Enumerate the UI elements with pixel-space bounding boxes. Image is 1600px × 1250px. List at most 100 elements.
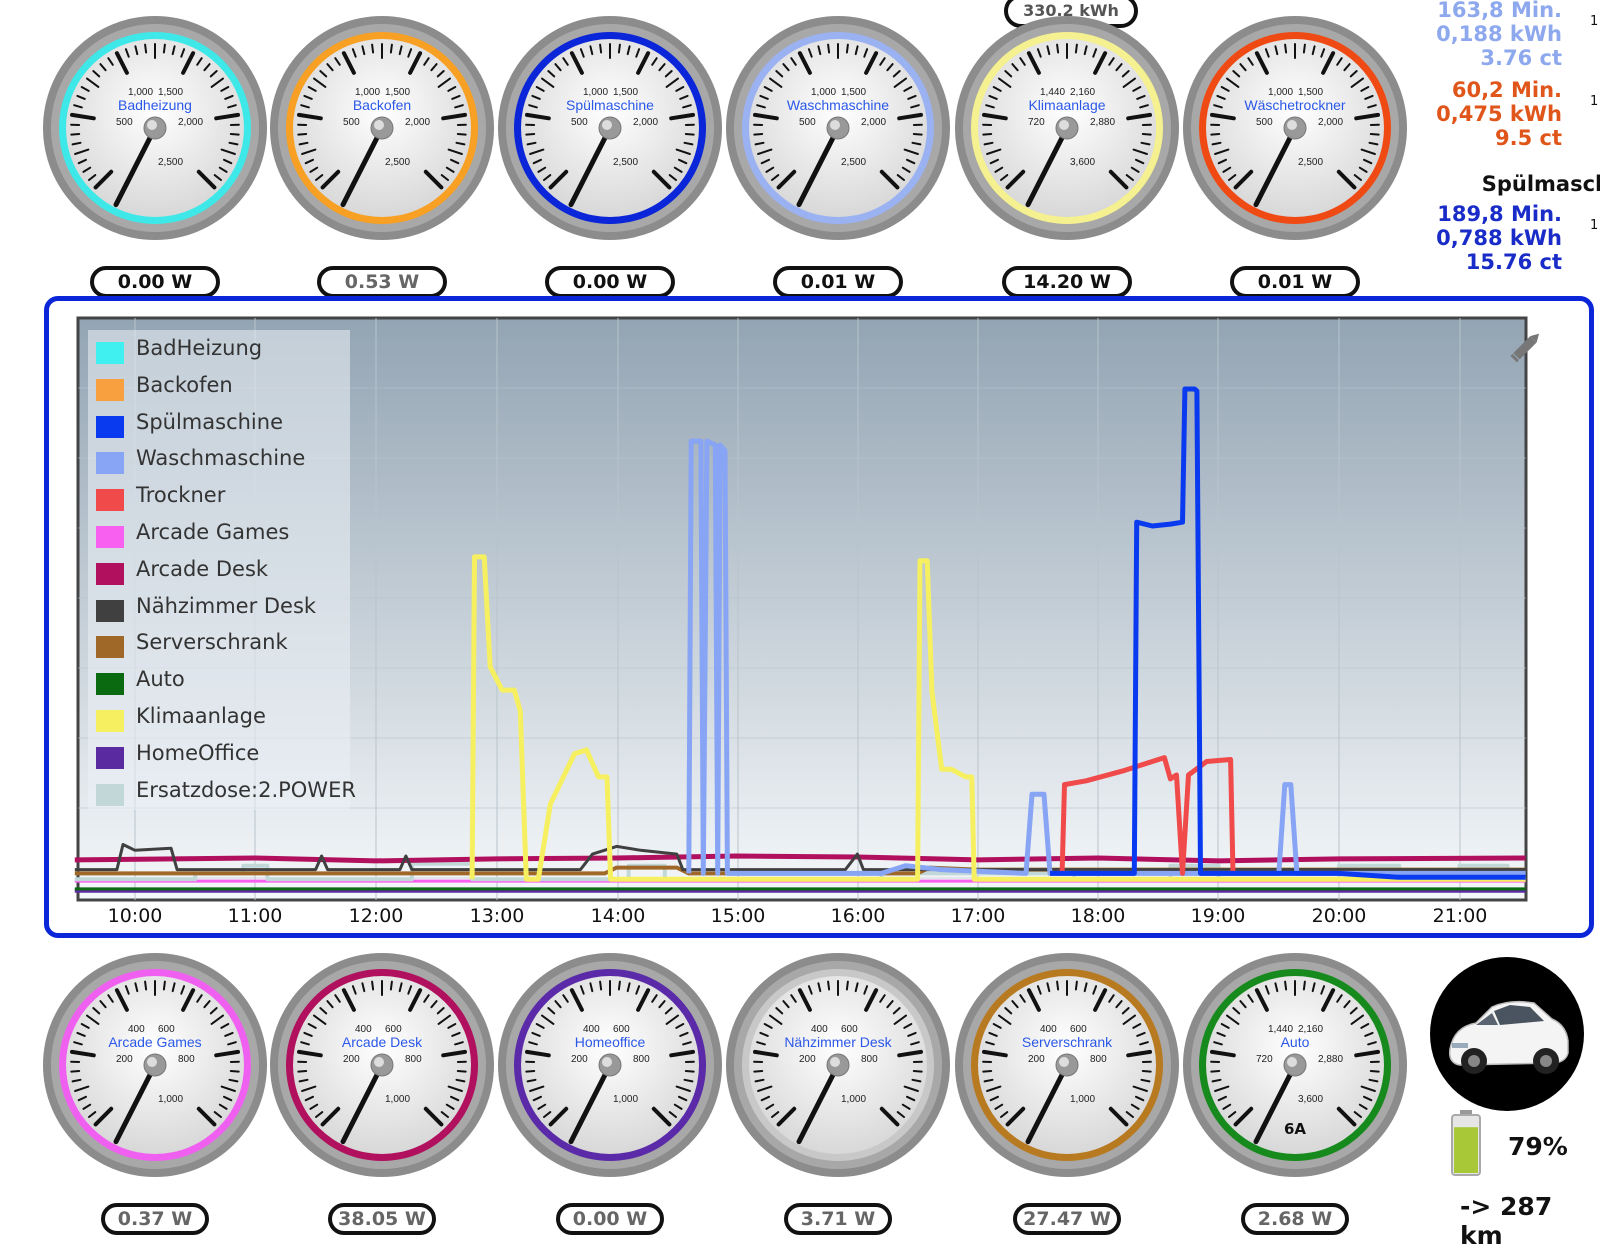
- gauge-tick-label: 3,600: [1070, 157, 1095, 168]
- gauge-tick-label: 200: [571, 1054, 588, 1065]
- gauge-tick-label: 2,000: [405, 117, 430, 128]
- gauge-value-pill: 0.01 W: [1230, 266, 1360, 298]
- gauge-tick-label: 800: [1090, 1054, 1107, 1065]
- legend-label: Spülmaschine: [136, 410, 283, 434]
- gauge-tick-label: 2,500: [158, 157, 183, 168]
- side-stat-kwh: 0,788 kWh: [1436, 226, 1562, 250]
- gauge-tick-label: 720: [1028, 117, 1045, 128]
- gauge-tick-label: 2,880: [1090, 117, 1115, 128]
- gauge-tick-label: 2,880: [1318, 1054, 1343, 1065]
- legend-swatch: [96, 710, 124, 732]
- legend-label: Nähzimmer Desk: [136, 594, 316, 618]
- gauge-tick-label: 2,000: [1318, 117, 1343, 128]
- gauge-title: Waschmaschine: [725, 97, 951, 113]
- legend-swatch: [96, 636, 124, 658]
- gauge-tick-label: 500: [571, 117, 588, 128]
- gauge-title: Backofen: [269, 97, 495, 113]
- gauge-extra-label: 6A: [1182, 1120, 1408, 1138]
- gauge-title: Auto: [1182, 1034, 1408, 1050]
- gauge-dial: [269, 952, 495, 1178]
- gauge-title: Homeoffice: [497, 1034, 723, 1050]
- gauge-tick-label: 500: [1256, 117, 1273, 128]
- side-stat-kwh: 0,475 kWh: [1436, 102, 1562, 126]
- gauge-dial: [497, 15, 723, 241]
- gauge-tick-label: 500: [116, 117, 133, 128]
- gauge-value-pill: 14.20 W: [1002, 266, 1132, 298]
- gauge-value-pill: 27.47 W: [1013, 1203, 1121, 1235]
- legend-label: Serverschrank: [136, 630, 288, 654]
- gauge-tick-label: 1,000: [841, 1094, 866, 1105]
- side-stat-label: Spülmasch: [1482, 172, 1600, 196]
- legend-swatch: [96, 526, 124, 548]
- gauge-title: Serverschrank: [954, 1034, 1180, 1050]
- legend-swatch: [96, 452, 124, 474]
- legend-label: Backofen: [136, 373, 233, 397]
- legend-label: Klimaanlage: [136, 704, 266, 728]
- gauge-value-pill: 0.00 W: [556, 1203, 664, 1235]
- gauge-tick-label: 200: [116, 1054, 133, 1065]
- x-tick-label: 12:00: [336, 905, 416, 927]
- gauge-dial: [1182, 15, 1408, 241]
- gauge-title: Klimaanlage: [954, 97, 1180, 113]
- x-tick-label: 13:00: [457, 905, 537, 927]
- gauge-dial: [42, 952, 268, 1178]
- gauge-tick-label: 200: [343, 1054, 360, 1065]
- legend-label: Trockner: [136, 483, 225, 507]
- legend-swatch: [96, 600, 124, 622]
- gauge-title: Nähzimmer Desk: [725, 1034, 951, 1050]
- legend-swatch: [96, 784, 124, 806]
- gauge-value-pill: 0.01 W: [773, 266, 903, 298]
- gauge-value-pill: 2.68 W: [1241, 1203, 1349, 1235]
- car-image[interactable]: [1430, 957, 1584, 1111]
- gauge-title: Badheizung: [42, 97, 268, 113]
- legend-label: HomeOffice: [136, 741, 259, 765]
- battery-icon: [1450, 1110, 1482, 1176]
- legend-label: Waschmaschine: [136, 446, 305, 470]
- car-icon: [1430, 957, 1584, 1111]
- x-tick-label: 18:00: [1058, 905, 1138, 927]
- side-stat-min: 60,2 Min.: [1452, 78, 1562, 102]
- gauge-value-pill: 3.71 W: [784, 1203, 892, 1235]
- side-stat-ct: 9.5 ct: [1495, 126, 1562, 150]
- gauge-tick-label: 720: [1256, 1054, 1273, 1065]
- legend-swatch: [96, 379, 124, 401]
- gauge-tick-label: 500: [343, 117, 360, 128]
- edit-icon[interactable]: [1506, 326, 1546, 366]
- gauge-dial: [725, 952, 951, 1178]
- legend-swatch: [96, 747, 124, 769]
- x-tick-label: 15:00: [698, 905, 778, 927]
- gauge-dial: [725, 15, 951, 241]
- gauge-tick-label: 2,000: [633, 117, 658, 128]
- x-tick-label: 21:00: [1420, 905, 1500, 927]
- gauge-title: Spülmaschine: [497, 97, 723, 113]
- gauge-tick-label: 2,500: [385, 157, 410, 168]
- gauge-dial: [42, 15, 268, 241]
- x-tick-label: 20:00: [1299, 905, 1379, 927]
- x-tick-label: 17:00: [938, 905, 1018, 927]
- gauge-tick-label: 1,000: [385, 1094, 410, 1105]
- gauge-tick-label: 2,000: [178, 117, 203, 128]
- legend-label: Arcade Games: [136, 520, 289, 544]
- legend-label: Ersatzdose:2.POWER: [136, 778, 356, 802]
- gauge-value-pill: 38.05 W: [328, 1203, 436, 1235]
- gauge-tick-label: 500: [799, 117, 816, 128]
- gauge-tick-label: 2,500: [1298, 157, 1323, 168]
- gauge-tick-label: 1,000: [158, 1094, 183, 1105]
- gauge-tick-label: 1,000: [1070, 1094, 1095, 1105]
- legend-swatch: [96, 563, 124, 585]
- gauge-title: Wäschetrockner: [1182, 97, 1408, 113]
- gauge-value-pill: 0.53 W: [317, 266, 447, 298]
